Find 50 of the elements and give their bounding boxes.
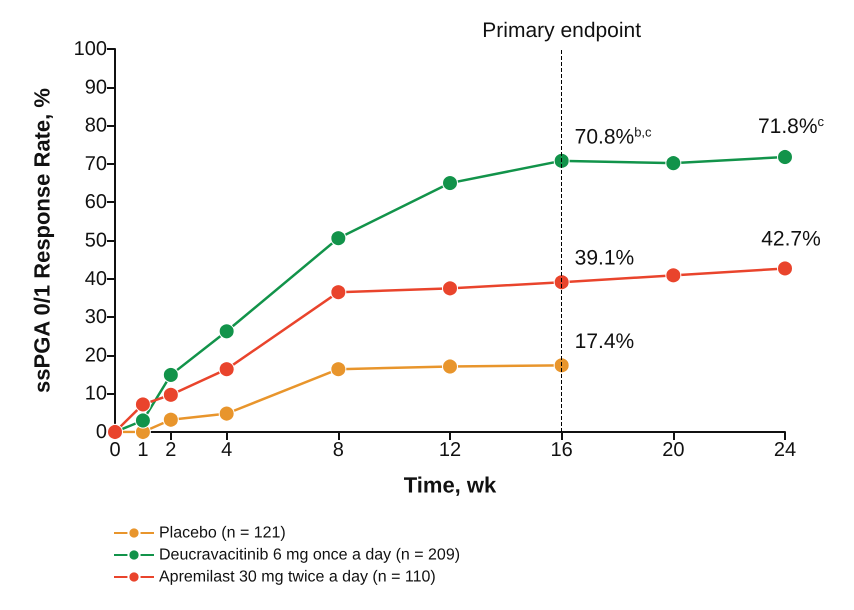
y-tick-label: 80 [84,114,107,137]
legend-label: Placebo (n = 121) [159,524,286,542]
x-tick-label: 8 [332,439,344,461]
point [777,260,793,276]
point [554,274,570,290]
point [134,412,151,429]
data-label: 17.4% [574,330,634,353]
data-label: 39.1% [574,246,634,270]
point [218,361,235,378]
point [330,361,346,378]
x-tick-label: 4 [221,439,232,461]
point [665,155,682,172]
point [554,152,570,169]
y-tick-label: 0 [96,421,107,443]
y-tick-label: 60 [84,191,107,214]
y-tick-label: 40 [84,268,107,290]
y-axis-title: ssPGA 0/1 Response Rate, % [30,88,54,393]
legend-label: Deucravacitinib 6 mg once a day (n = 209) [159,546,460,564]
point [777,149,793,165]
x-tick-label: 20 [662,439,684,461]
x-tick-label: 2 [165,439,176,461]
legend-label: Apremilast 30 mg twice a day (n = 110) [159,568,436,586]
x-tick-label: 1 [137,439,148,461]
point [330,284,346,300]
ref-line-label: Primary endpoint [482,19,642,42]
y-tick-label: 90 [84,76,107,98]
point [218,406,235,422]
y-tick-label: 100 [74,38,107,60]
point [554,357,570,374]
point [218,323,235,340]
x-tick-label: 0 [109,439,121,461]
y-tick-label: 10 [84,382,107,405]
point [162,386,179,403]
point [134,396,151,412]
point [442,175,458,192]
x-axis-title: Time, wk [404,472,498,498]
point [162,412,179,428]
y-tick-label: 70 [84,152,107,175]
point [442,280,458,296]
y-tick-label: 20 [84,344,107,366]
point [665,267,682,284]
x-tick-label: 24 [774,439,796,461]
y-tick-label: 50 [84,230,107,252]
point [330,230,346,246]
x-tick-label: 12 [438,439,462,461]
data-label: 42.7% [761,227,821,250]
point [162,366,179,383]
point [442,358,458,375]
y-tick-label: 30 [84,306,107,328]
x-tick-label: 16 [550,439,573,461]
